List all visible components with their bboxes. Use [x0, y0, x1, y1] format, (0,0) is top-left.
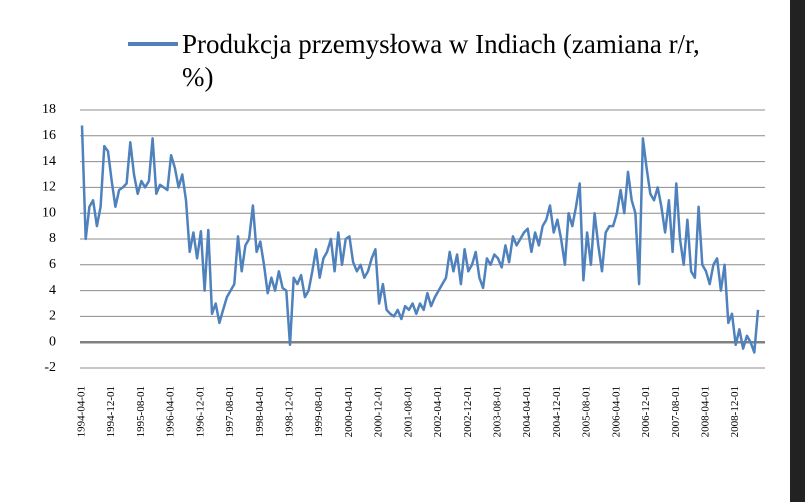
x-tick-label: 2002-04-01	[432, 386, 444, 437]
y-tick-label: 14	[42, 154, 56, 169]
x-tick-label: 1998-12-01	[284, 386, 296, 437]
x-tick-label: 2000-12-01	[373, 386, 385, 437]
x-tick-label: 1999-08-01	[313, 386, 325, 437]
x-tick-label: 1995-08-01	[135, 386, 147, 437]
x-tick-label: 2008-12-01	[729, 386, 741, 437]
y-tick-label: 10	[42, 205, 56, 220]
x-tick-label: 2008-04-01	[700, 386, 712, 437]
x-tick-label: 2002-12-01	[462, 386, 474, 437]
y-tick-label: 2	[49, 309, 56, 324]
x-tick-label: 1994-12-01	[105, 386, 117, 437]
x-tick-label: 2007-08-01	[670, 386, 682, 437]
x-tick-label: 1996-04-01	[165, 386, 177, 437]
x-tick-label: 2000-04-01	[343, 386, 355, 437]
data-line	[80, 125, 760, 354]
x-tick-label: 2004-12-01	[551, 386, 563, 437]
x-tick-label: 1997-08-01	[224, 386, 236, 437]
y-tick-label: 0	[49, 334, 56, 349]
legend-label: Produkcja przemysłowa w Indiach (zamiana…	[182, 29, 700, 92]
y-tick-label: 18	[42, 102, 56, 117]
x-tick-label: 1996-12-01	[194, 386, 206, 437]
x-tick-label: 2006-04-01	[610, 386, 622, 437]
x-tick-label: 2006-12-01	[640, 386, 652, 437]
x-tick-label: 2005-08-01	[581, 386, 593, 437]
x-tick-label: 2004-04-01	[521, 386, 533, 437]
x-tick-label: 1998-04-01	[254, 386, 266, 437]
y-tick-label: 6	[49, 257, 56, 272]
x-tick-label: 2003-08-01	[492, 386, 504, 437]
x-tick-label: 2001-08-01	[402, 386, 414, 437]
y-tick-label: 12	[42, 180, 56, 195]
y-tick-label: -2	[44, 360, 56, 375]
frame-edge	[790, 0, 805, 502]
y-tick-label: 16	[42, 128, 56, 143]
y-tick-label: 8	[49, 231, 56, 246]
x-tick-label: 1994-04-01	[76, 386, 88, 437]
y-tick-label: 4	[49, 283, 56, 298]
